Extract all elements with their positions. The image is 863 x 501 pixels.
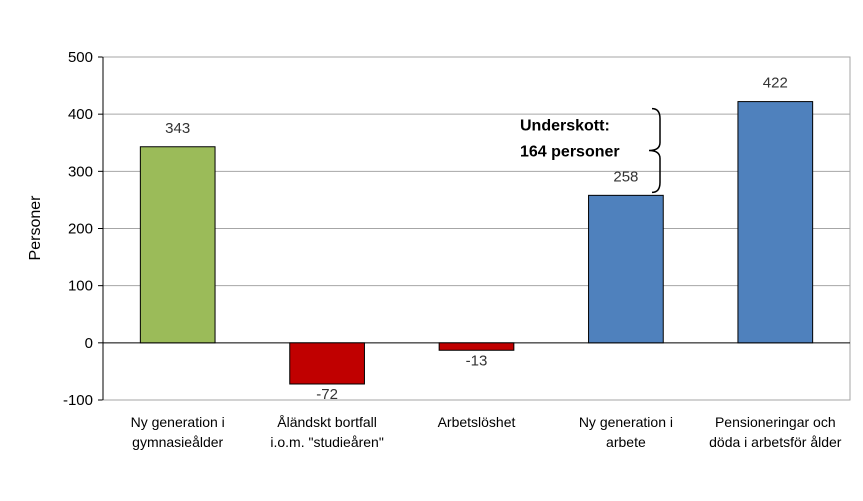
annotation-text: Underskott: <box>520 117 610 134</box>
category-label: arbete <box>606 434 646 450</box>
bar <box>737 101 814 344</box>
data-label: 258 <box>613 168 638 185</box>
data-label: -72 <box>316 386 338 403</box>
y-tick-label: -100 <box>63 392 93 409</box>
y-tick-label: 100 <box>68 278 93 295</box>
y-tick-label: 200 <box>68 221 93 238</box>
category-label: i.o.m. "studieåren" <box>270 434 383 450</box>
category-label: Åländskt bortfall <box>277 414 377 430</box>
y-axis-label: Personer <box>27 195 44 261</box>
data-label: 343 <box>165 120 190 137</box>
y-tick-label: 300 <box>68 163 93 180</box>
category-label: döda i arbetsför ålder <box>709 434 842 450</box>
bar <box>289 342 365 385</box>
category-label: Pensioneringar och <box>715 414 836 430</box>
annotation-text: 164 personer <box>520 143 620 160</box>
bar <box>438 342 515 351</box>
bar <box>139 146 216 344</box>
y-tick-label: 400 <box>68 106 93 123</box>
category-label: Ny generation i <box>131 414 225 430</box>
data-labels: 343 -72 -13 258 422 <box>165 75 788 403</box>
y-tick-label: 500 <box>68 49 93 66</box>
brace <box>648 107 661 194</box>
bar <box>588 194 664 344</box>
category-labels: Ny generation i gymnasieålder Åländskt bor… <box>131 414 842 450</box>
y-tick-label: 0 <box>85 335 93 352</box>
bars <box>139 101 814 385</box>
data-label: -13 <box>466 352 488 369</box>
category-label: gymnasieålder <box>132 434 223 450</box>
data-label: 422 <box>763 75 788 92</box>
category-label: Arbetslöshet <box>438 414 516 430</box>
deficit-annotation: Underskott: 164 personer <box>520 107 661 194</box>
category-label: Ny generation i <box>579 414 673 430</box>
